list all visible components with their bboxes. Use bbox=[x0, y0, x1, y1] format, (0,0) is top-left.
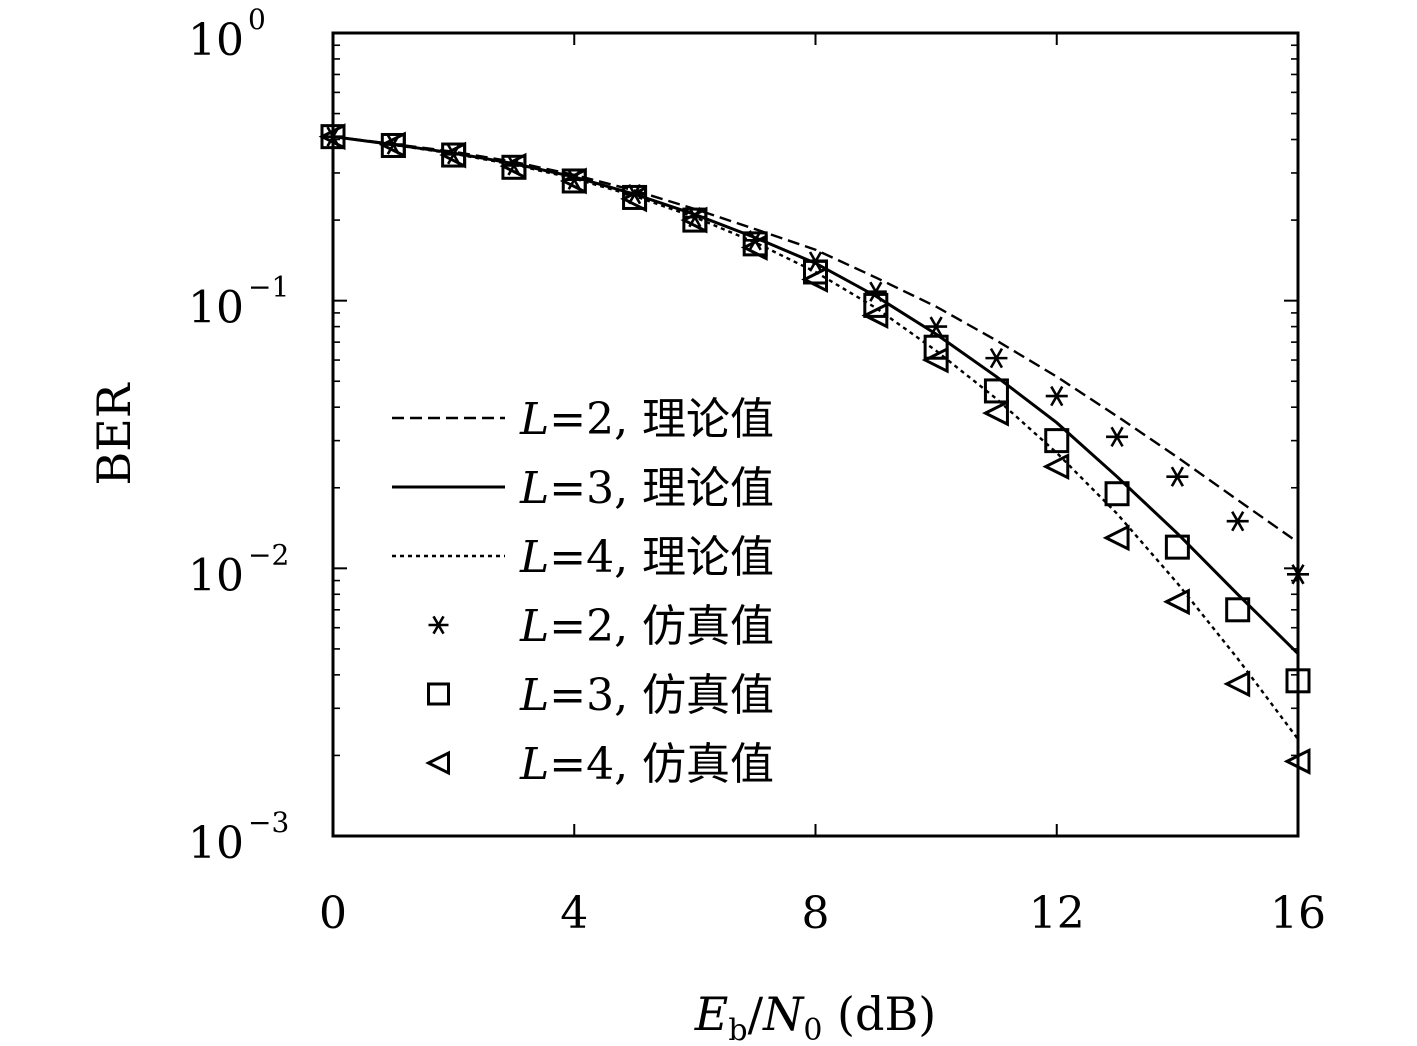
tick-layer bbox=[332, 32, 1299, 837]
legend-entry: L=4, 理论值 bbox=[392, 532, 774, 583]
asterisk-marker bbox=[1226, 511, 1249, 532]
legend-label-var: L bbox=[519, 463, 549, 514]
legend-label: L=3, 理论值 bbox=[519, 463, 774, 514]
triangle-left-marker bbox=[425, 750, 450, 776]
y-tick-label: 10 bbox=[188, 818, 244, 869]
y-tick-exponent: 0 bbox=[248, 3, 266, 36]
y-tick-label: 10 bbox=[188, 15, 244, 66]
legend-label-rest: =3, 理论值 bbox=[549, 463, 774, 514]
triangle-left-marker bbox=[801, 266, 828, 293]
square-marker bbox=[1164, 534, 1190, 560]
x-label-e-sub: b bbox=[728, 1013, 747, 1046]
legend-label-var: L bbox=[519, 670, 549, 721]
x-tick-label: 12 bbox=[1029, 888, 1085, 939]
triangle-left-marker bbox=[378, 131, 406, 159]
x-label-n: N bbox=[762, 987, 805, 1041]
asterisk-marker bbox=[428, 615, 449, 635]
y-tick-exponent: −1 bbox=[248, 271, 289, 304]
series-group bbox=[332, 135, 1299, 544]
series-line bbox=[332, 135, 1299, 544]
x-tick-label: 4 bbox=[560, 888, 588, 939]
asterisk-marker bbox=[985, 347, 1008, 369]
legend-label: L=4, 理论值 bbox=[519, 532, 774, 583]
x-tick-label: 16 bbox=[1270, 888, 1326, 939]
legend-entry: L=2, 仿真值 bbox=[428, 601, 774, 652]
y-axis-label: BER bbox=[87, 382, 141, 485]
legend-label-var: L bbox=[519, 394, 549, 445]
asterisk-marker bbox=[864, 281, 887, 302]
legend-label: L=3, 仿真值 bbox=[519, 670, 774, 721]
series-group bbox=[320, 124, 1311, 694]
series-line bbox=[332, 135, 1299, 740]
legend-label: L=4, 仿真值 bbox=[519, 739, 774, 790]
legend-label-rest: =2, 仿真值 bbox=[549, 601, 774, 652]
x-label-n-sub: 0 bbox=[803, 1013, 822, 1046]
triangle-left-marker bbox=[680, 206, 708, 234]
y-tick-exponent: −2 bbox=[248, 538, 289, 571]
x-label-e: E bbox=[694, 987, 729, 1041]
series-line bbox=[332, 135, 1300, 655]
legend-label-var: L bbox=[519, 601, 549, 652]
legend-label-rest: =4, 理论值 bbox=[549, 532, 774, 583]
triangle-left-marker bbox=[921, 346, 949, 374]
legend-label-rest: =4, 仿真值 bbox=[549, 739, 774, 790]
triangle-left-marker bbox=[1223, 670, 1251, 698]
asterisk-stroke bbox=[1050, 385, 1064, 407]
asterisk-stroke bbox=[989, 347, 1004, 369]
triangle-left-marker bbox=[439, 141, 467, 169]
asterisk-stroke bbox=[929, 316, 943, 337]
x-label-slash: / bbox=[748, 987, 764, 1041]
y-tick-label: 10 bbox=[188, 283, 244, 334]
legend-entry: L=3, 仿真值 bbox=[427, 670, 774, 721]
asterisk-marker bbox=[1045, 385, 1068, 407]
triangle-left-marker bbox=[1163, 588, 1190, 616]
square-marker bbox=[427, 682, 450, 706]
triangle-left-marker bbox=[861, 302, 889, 329]
asterisk-stroke bbox=[869, 281, 883, 302]
legend-entry: L=3, 理论值 bbox=[392, 463, 774, 514]
square-marker bbox=[1044, 428, 1070, 454]
series-group bbox=[318, 123, 1311, 775]
triangle-left-marker bbox=[1042, 453, 1070, 480]
asterisk-stroke bbox=[1110, 426, 1124, 447]
legend-label-rest: =3, 仿真值 bbox=[549, 670, 774, 721]
triangle-left-marker bbox=[620, 185, 648, 213]
triangle-left-marker bbox=[559, 167, 587, 195]
x-tick-label: 0 bbox=[319, 888, 347, 939]
series-group bbox=[322, 126, 1309, 585]
x-axis-label: Eb/N0 (dB) bbox=[694, 987, 936, 1046]
square-marker bbox=[1225, 597, 1251, 623]
series-group bbox=[332, 135, 1299, 740]
legend-label-rest: =2, 理论值 bbox=[549, 394, 774, 445]
square-marker bbox=[1104, 481, 1130, 507]
legend-label-var: L bbox=[519, 739, 549, 790]
square-marker bbox=[983, 378, 1009, 404]
legend-entry: L=2, 理论值 bbox=[392, 394, 774, 445]
triangle-left-marker bbox=[1102, 524, 1130, 552]
legend-label: L=2, 理论值 bbox=[519, 394, 774, 445]
y-tick-exponent: −3 bbox=[248, 806, 289, 839]
asterisk-stroke bbox=[1170, 466, 1185, 487]
legend-label-var: L bbox=[519, 532, 549, 583]
series-group bbox=[332, 135, 1300, 655]
x-tick-label: 8 bbox=[802, 888, 830, 939]
legend-label: L=2, 仿真值 bbox=[519, 601, 774, 652]
y-tick-label: 10 bbox=[188, 550, 244, 601]
square-marker bbox=[923, 334, 949, 360]
series-layer bbox=[318, 123, 1311, 775]
x-label-unit: (dB) bbox=[822, 987, 936, 1041]
legend-entry: L=4, 仿真值 bbox=[425, 739, 774, 790]
triangle-left-marker bbox=[982, 399, 1009, 427]
asterisk-marker bbox=[1106, 426, 1129, 447]
asterisk-marker bbox=[1166, 466, 1189, 487]
asterisk-stroke bbox=[432, 615, 445, 635]
triangle-left-marker bbox=[499, 152, 527, 180]
plot-frame bbox=[331, 31, 1300, 838]
triangle-left-marker bbox=[740, 234, 768, 261]
asterisk-stroke bbox=[1231, 511, 1245, 532]
asterisk-marker bbox=[925, 316, 948, 337]
